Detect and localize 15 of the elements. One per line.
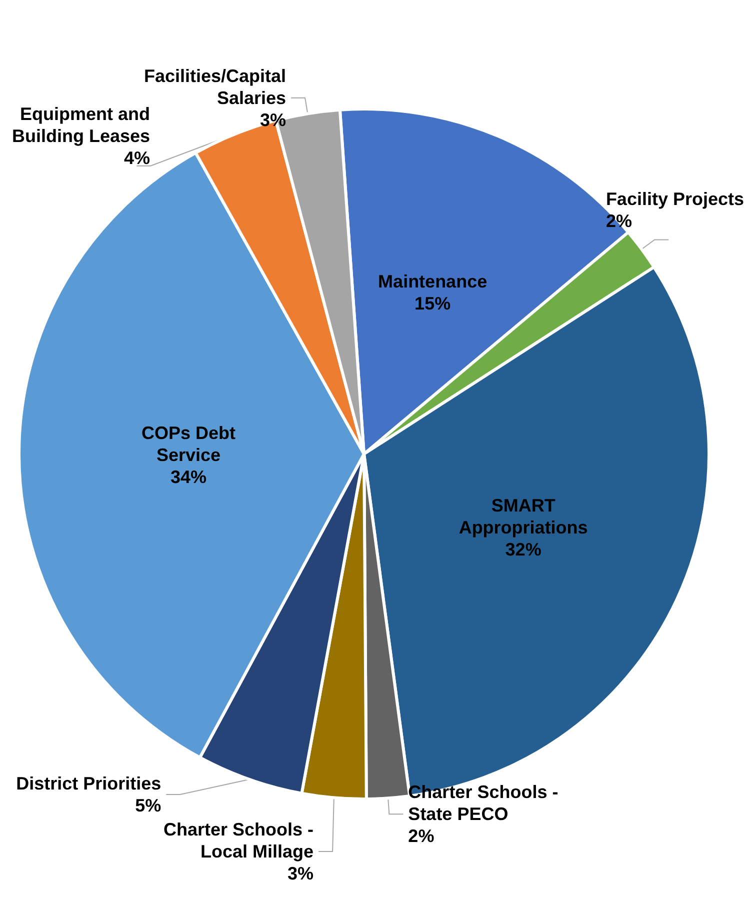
data-label: 34% <box>170 467 207 488</box>
data-label: 15% <box>414 293 451 314</box>
data-label: 4% <box>124 148 150 168</box>
data-label: 3% <box>288 864 314 884</box>
data-label: 32% <box>505 540 542 560</box>
slice-label: COPs Debt Service <box>141 423 236 466</box>
slice-label: District Priorities <box>16 774 162 794</box>
slice-label: Charter Schools - Local Millage <box>164 820 314 862</box>
slice-label: Facility Projects <box>606 188 744 209</box>
slice-label: Charter Schools - State PECO <box>408 782 558 824</box>
slice-label: SMART Appropriations <box>458 496 588 538</box>
slice-label: Maintenance <box>378 271 488 292</box>
data-label: 2% <box>408 826 434 846</box>
data-label: 5% <box>135 796 162 816</box>
data-label: 3% <box>260 110 286 130</box>
